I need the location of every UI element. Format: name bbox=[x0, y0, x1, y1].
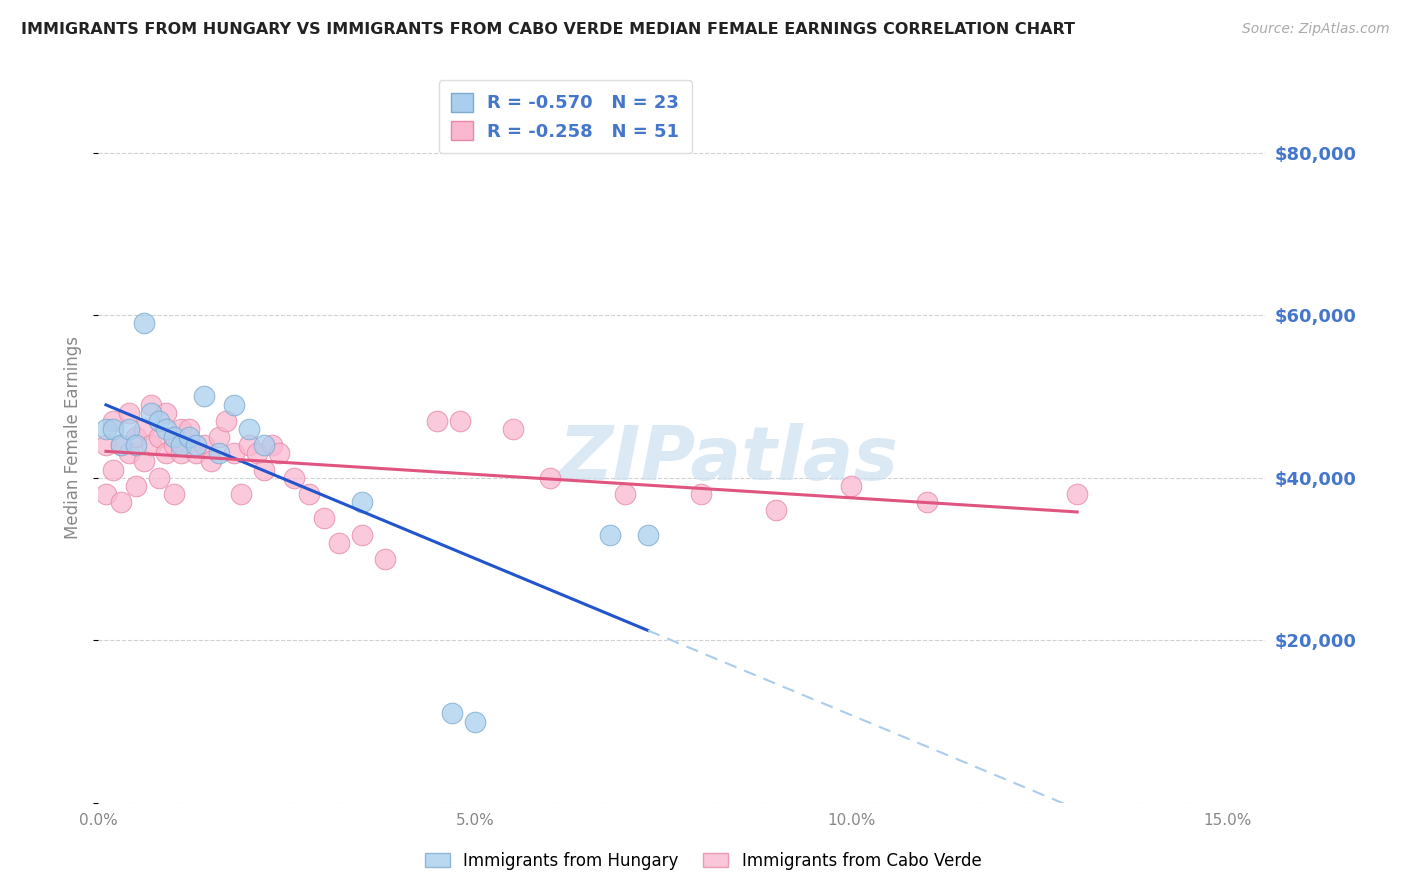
Point bbox=[208, 430, 231, 444]
Point bbox=[132, 316, 155, 330]
Point bbox=[117, 422, 139, 436]
Point bbox=[193, 389, 215, 403]
Point bbox=[328, 535, 350, 549]
Point bbox=[117, 406, 139, 420]
Point bbox=[222, 446, 245, 460]
Point bbox=[155, 422, 177, 436]
Point bbox=[200, 454, 222, 468]
Point bbox=[163, 430, 186, 444]
Point bbox=[125, 479, 148, 493]
Point bbox=[253, 438, 276, 452]
Point bbox=[186, 438, 208, 452]
Point bbox=[538, 471, 561, 485]
Point bbox=[103, 462, 125, 476]
Point bbox=[148, 414, 170, 428]
Point bbox=[177, 422, 200, 436]
Point bbox=[238, 422, 260, 436]
Point bbox=[464, 714, 486, 729]
Y-axis label: Median Female Earnings: Median Female Earnings bbox=[65, 335, 83, 539]
Point bbox=[441, 706, 464, 721]
Point bbox=[426, 414, 449, 428]
Point bbox=[283, 471, 305, 485]
Point bbox=[449, 414, 471, 428]
Point bbox=[238, 438, 260, 452]
Legend: R = -0.570   N = 23, R = -0.258   N = 51: R = -0.570 N = 23, R = -0.258 N = 51 bbox=[439, 80, 692, 153]
Point bbox=[689, 487, 711, 501]
Point bbox=[350, 527, 373, 541]
Point bbox=[298, 487, 321, 501]
Text: ZIPatlas: ZIPatlas bbox=[558, 423, 898, 496]
Point bbox=[139, 438, 162, 452]
Point bbox=[614, 487, 637, 501]
Point bbox=[839, 479, 862, 493]
Point bbox=[260, 438, 283, 452]
Point bbox=[110, 495, 132, 509]
Point bbox=[599, 527, 621, 541]
Point bbox=[125, 430, 148, 444]
Point bbox=[94, 438, 117, 452]
Point bbox=[253, 462, 276, 476]
Point bbox=[502, 422, 524, 436]
Point bbox=[170, 438, 193, 452]
Point bbox=[110, 438, 132, 452]
Point bbox=[139, 398, 162, 412]
Point bbox=[1066, 487, 1088, 501]
Point bbox=[765, 503, 787, 517]
Point bbox=[245, 446, 267, 460]
Point bbox=[148, 471, 170, 485]
Point bbox=[350, 495, 373, 509]
Point bbox=[94, 487, 117, 501]
Point bbox=[170, 422, 193, 436]
Point bbox=[637, 527, 659, 541]
Point bbox=[373, 552, 395, 566]
Point bbox=[208, 446, 231, 460]
Point bbox=[132, 422, 155, 436]
Point bbox=[177, 430, 200, 444]
Point bbox=[314, 511, 336, 525]
Point bbox=[155, 406, 177, 420]
Point bbox=[94, 422, 117, 436]
Point bbox=[103, 414, 125, 428]
Point bbox=[170, 446, 193, 460]
Text: IMMIGRANTS FROM HUNGARY VS IMMIGRANTS FROM CABO VERDE MEDIAN FEMALE EARNINGS COR: IMMIGRANTS FROM HUNGARY VS IMMIGRANTS FR… bbox=[21, 22, 1076, 37]
Point bbox=[103, 422, 125, 436]
Point bbox=[915, 495, 938, 509]
Point bbox=[163, 438, 186, 452]
Point bbox=[139, 406, 162, 420]
Point bbox=[117, 446, 139, 460]
Point bbox=[148, 430, 170, 444]
Legend: Immigrants from Hungary, Immigrants from Cabo Verde: Immigrants from Hungary, Immigrants from… bbox=[418, 846, 988, 877]
Point bbox=[125, 438, 148, 452]
Point bbox=[155, 446, 177, 460]
Point bbox=[222, 398, 245, 412]
Point bbox=[186, 446, 208, 460]
Point bbox=[231, 487, 253, 501]
Point bbox=[193, 438, 215, 452]
Point bbox=[163, 487, 186, 501]
Point bbox=[269, 446, 291, 460]
Point bbox=[215, 414, 238, 428]
Point bbox=[110, 438, 132, 452]
Point bbox=[132, 454, 155, 468]
Text: Source: ZipAtlas.com: Source: ZipAtlas.com bbox=[1241, 22, 1389, 37]
